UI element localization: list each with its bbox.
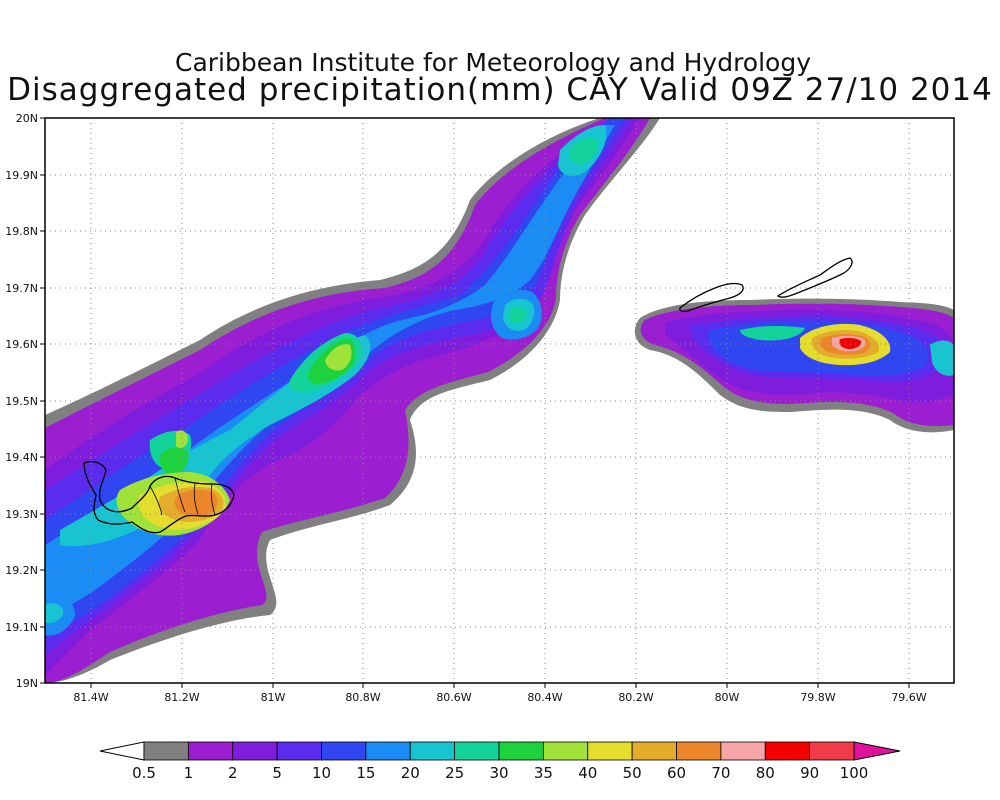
colorbar-label: 35 xyxy=(534,764,553,782)
colorbar-labels: 0.5 1 2 5 10 15 20 25 30 35 40 50 60 70 80 90 100 xyxy=(132,764,868,782)
y-tick-label: 19.3N xyxy=(5,508,38,521)
colorbar-label: 15 xyxy=(356,764,375,782)
x-tick-label: 79.6W xyxy=(891,691,926,704)
y-tick-label: 19.2N xyxy=(5,564,38,577)
tick-marks xyxy=(40,117,910,688)
y-tick-label: 20N xyxy=(16,112,38,125)
x-tick-label: 81.2W xyxy=(164,691,199,704)
colorbar-label: 25 xyxy=(445,764,464,782)
island-little-cayman xyxy=(679,282,744,313)
x-tick-label: 80.4W xyxy=(527,691,562,704)
title-line-2: Disaggregated precipitation(mm) CAY Vali… xyxy=(7,72,993,108)
colorbar-label: 0.5 xyxy=(132,764,156,782)
y-tick-label: 19.1N xyxy=(5,621,38,634)
colorbar-left-arrow xyxy=(99,741,145,761)
y-axis-labels: 20N 19.9N 19.8N 19.7N 19.6N 19.5N 19.4N … xyxy=(5,112,38,690)
colorbar-boxes xyxy=(143,741,855,761)
colorbar-label: 2 xyxy=(228,764,238,782)
x-tick-label: 79.8W xyxy=(800,691,835,704)
colorbar-label: 40 xyxy=(578,764,597,782)
x-tick-label: 80.2W xyxy=(618,691,653,704)
y-tick-label: 19.7N xyxy=(5,282,38,295)
island-grand-cayman-interior xyxy=(149,477,216,516)
colorbar-swatch xyxy=(232,741,278,761)
colorbar-label: 80 xyxy=(756,764,775,782)
x-tick-label: 80W xyxy=(715,691,740,704)
colorbar-label: 1 xyxy=(184,764,194,782)
y-tick-label: 19.6N xyxy=(5,338,38,351)
precip-band-80 xyxy=(839,337,862,349)
colorbar-swatch xyxy=(498,741,544,761)
y-tick-label: 19.8N xyxy=(5,225,38,238)
y-tick-label: 19.5N xyxy=(5,395,38,408)
colorbar-swatch xyxy=(187,741,234,761)
colorbar-swatch xyxy=(321,741,367,761)
y-tick-label: 19N xyxy=(16,677,38,690)
precipitation-field xyxy=(45,118,954,683)
colorbar-swatch xyxy=(365,741,411,761)
x-axis-labels: 81.4W 81.2W 81W 80.8W 80.6W 80.4W 80.2W … xyxy=(73,691,926,704)
colorbar-swatch xyxy=(676,741,722,761)
colorbar-label: 10 xyxy=(312,764,331,782)
map-grid xyxy=(45,118,954,683)
colorbar-swatch xyxy=(720,741,766,761)
colorbar-label: 70 xyxy=(711,764,730,782)
x-tick-label: 81.4W xyxy=(73,691,108,704)
y-tick-label: 19.4N xyxy=(5,451,38,464)
colorbar-swatch xyxy=(454,741,500,761)
colorbar-swatch xyxy=(542,741,589,761)
colorbar-right-arrow xyxy=(853,741,901,761)
colorbar-label: 20 xyxy=(401,764,420,782)
colorbar-swatch xyxy=(276,741,322,761)
colorbar-label: 90 xyxy=(800,764,819,782)
island-outlines xyxy=(83,257,853,534)
x-tick-label: 80.8W xyxy=(345,691,380,704)
colorbar-swatch xyxy=(587,741,633,761)
colorbar-label: 100 xyxy=(840,764,869,782)
colorbar-swatch xyxy=(143,741,189,761)
island-cayman-brac xyxy=(776,257,853,298)
x-tick-label: 80.6W xyxy=(436,691,471,704)
colorbar-label: 60 xyxy=(667,764,686,782)
title-line-1: Caribbean Institute for Meteorology and … xyxy=(175,48,811,77)
colorbar-swatch xyxy=(764,741,811,761)
colorbar-swatch xyxy=(409,741,456,761)
colorbar: 0.5 1 2 5 10 15 20 25 30 35 40 50 60 70 80 90 100 xyxy=(99,741,901,782)
colorbar-label: 50 xyxy=(623,764,642,782)
colorbar-label: 30 xyxy=(489,764,508,782)
x-tick-label: 81W xyxy=(261,691,286,704)
colorbar-label: 5 xyxy=(272,764,282,782)
colorbar-swatch xyxy=(631,741,677,761)
colorbar-swatch xyxy=(809,741,855,761)
island-grand-cayman xyxy=(83,461,235,534)
y-tick-label: 19.9N xyxy=(5,169,38,182)
